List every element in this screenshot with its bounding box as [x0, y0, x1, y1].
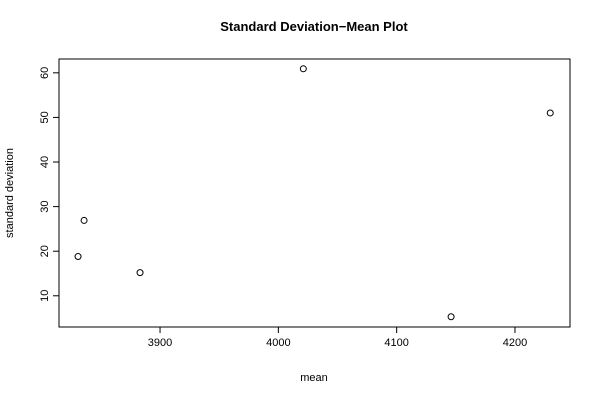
y-tick-label: 60	[39, 67, 51, 79]
y-tick-label: 10	[39, 290, 51, 302]
point	[136, 269, 144, 277]
chart-title: Standard Deviation−Mean Plot	[220, 19, 408, 34]
point	[447, 313, 455, 321]
plot-frame	[58, 58, 571, 328]
point	[74, 253, 82, 261]
y-tick-label: 30	[39, 200, 51, 212]
x-tick-label: 3900	[148, 337, 172, 349]
point	[80, 216, 88, 224]
point	[299, 65, 307, 73]
point	[546, 109, 554, 117]
x-axis-label: mean	[300, 372, 328, 384]
y-axis-label: standard deviation	[4, 148, 16, 238]
y-tick-label: 20	[39, 245, 51, 257]
x-tick-label: 4200	[503, 337, 527, 349]
y-tick-label: 40	[39, 156, 51, 168]
x-tick-label: 4000	[266, 337, 290, 349]
x-tick-label: 4100	[384, 337, 408, 349]
y-tick-label: 50	[39, 111, 51, 123]
